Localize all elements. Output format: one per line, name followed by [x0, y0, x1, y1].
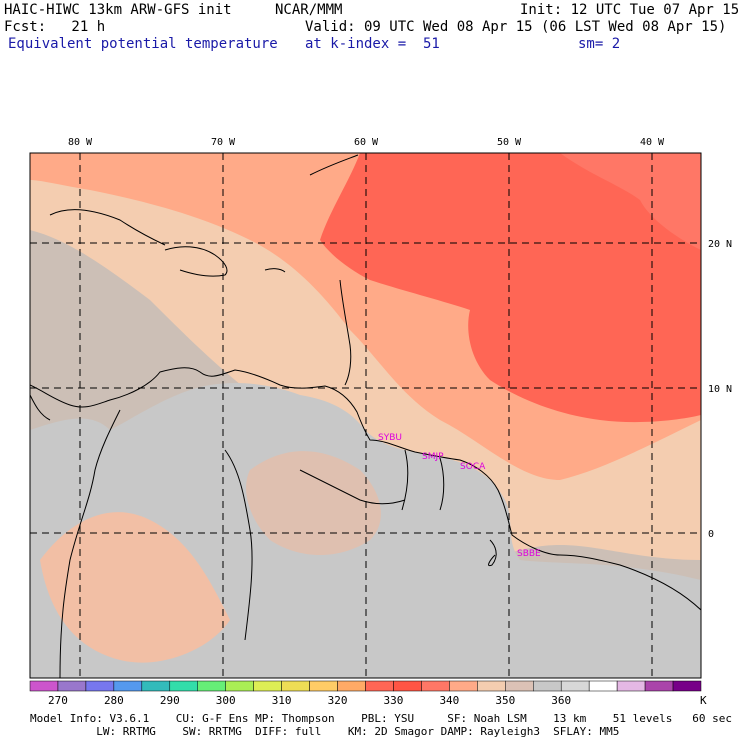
colorbar-label: 310 [272, 694, 292, 707]
colorbar-label: 330 [384, 694, 404, 707]
colorbar-swatch [588, 680, 618, 692]
colorbar-swatch [113, 680, 143, 692]
lat-label: 10 N [708, 384, 732, 395]
colorbar-swatch [85, 680, 115, 692]
colorbar-swatch [57, 680, 87, 692]
colorbar-swatch [616, 680, 646, 692]
smoothing-info: sm= 2 [578, 36, 621, 52]
footer-line-2: LW: RRTMG SW: RRTMG DIFF: full KM: 2D Sm… [30, 725, 620, 738]
coastlines [30, 154, 701, 678]
land-warm-region [40, 512, 230, 663]
field-name: Equivalent potential temperature [8, 36, 278, 52]
lat-label: 20 N [708, 239, 732, 250]
colorbar-swatch [644, 680, 674, 692]
colorbar-label: 340 [439, 694, 459, 707]
colorbar-label: 350 [495, 694, 515, 707]
colorbar-swatch [169, 680, 199, 692]
colorbar-swatch [309, 680, 338, 692]
colorbar-swatch [253, 680, 282, 692]
station-label: SYBU [378, 433, 402, 443]
lon-label: 60 W [354, 137, 379, 148]
header-fcst: Fcst: 21 h [4, 19, 106, 35]
colorbar-swatch [365, 680, 394, 692]
colorbar-swatch [337, 680, 366, 692]
lon-label: 50 W [497, 137, 522, 148]
colorbar-swatch [560, 680, 590, 692]
lon-label: 70 W [211, 137, 236, 148]
colorbar-swatch [393, 680, 422, 692]
colorbar-label: 270 [48, 694, 68, 707]
lat-lon-grid [30, 153, 701, 678]
colorbar-swatch [533, 680, 562, 692]
colorbar-swatch [281, 680, 310, 692]
footer-line-1: Model Info: V3.6.1 CU: G-F Ens MP: Thomp… [30, 712, 732, 725]
header-title: HAIC-HIWC 13km ARW-GFS init [4, 2, 232, 18]
colorbar-swatch [449, 680, 478, 692]
header-valid: Valid: 09 UTC Wed 08 Apr 15 (06 LST Wed … [305, 19, 727, 35]
colorbar-swatch [141, 680, 171, 692]
colorbar-label: 280 [104, 694, 124, 707]
colorbar-swatch [197, 680, 226, 692]
land-warm-region-2 [246, 451, 381, 555]
theta-e-band-330 [320, 153, 701, 423]
header-init: Init: 12 UTC Tue 07 Apr 15 [520, 2, 740, 18]
lat-label: 0 [708, 529, 714, 540]
colorbar-label: 290 [160, 694, 180, 707]
station-label: SOCA [460, 462, 486, 472]
station-label: SMJP [422, 452, 444, 462]
colorbar-swatch [505, 680, 534, 692]
colorbar-label: 360 [551, 694, 571, 707]
lon-label: 80 W [68, 137, 93, 148]
colorbar-unit: K [700, 694, 707, 707]
level-info: at k-index = 51 [305, 36, 440, 52]
station-label: SBBE [517, 549, 541, 559]
lon-label: 40 W [640, 137, 665, 148]
colorbar-swatch [225, 680, 254, 692]
colorbar-swatch [421, 680, 450, 692]
colorbar-swatch [29, 680, 59, 692]
colorbar-label: 320 [328, 694, 348, 707]
theta-e-patch-325 [560, 153, 701, 250]
header-org: NCAR/MMM [275, 2, 343, 18]
colorbar-swatch [477, 680, 506, 692]
colorbar-label: 300 [216, 694, 236, 707]
colorbar-swatch [672, 680, 702, 692]
